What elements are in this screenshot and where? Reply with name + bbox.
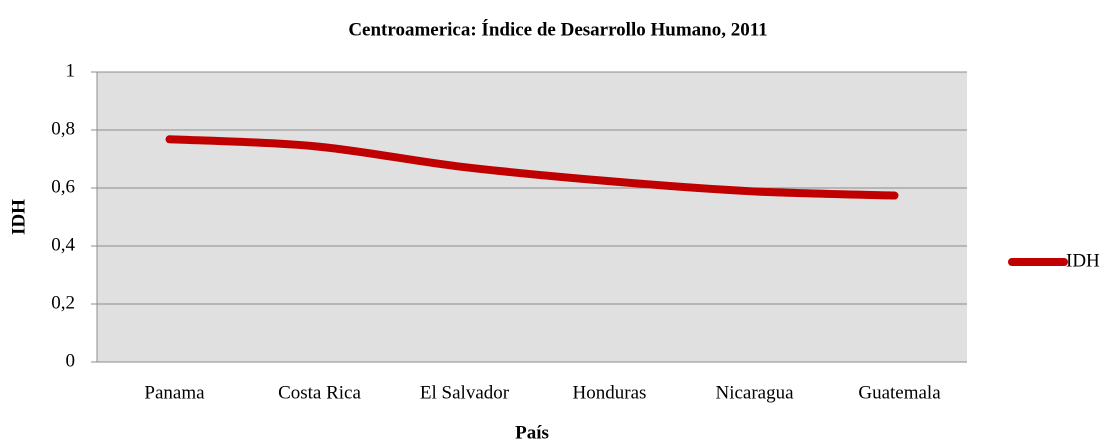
- data-line: [165, 135, 899, 200]
- legend-label: IDH: [1066, 250, 1100, 271]
- y-tick-label: 1: [66, 60, 76, 81]
- y-tick-label: 0: [66, 350, 76, 371]
- y-axis-label: IDH: [8, 199, 29, 235]
- chart-title: Centroamerica: Índice de Desarrollo Huma…: [348, 18, 767, 40]
- plot-area: [97, 72, 967, 362]
- y-tick-label: 0,6: [51, 176, 75, 197]
- y-tick-label: 0,8: [51, 118, 75, 139]
- x-tick-label: Costa Rica: [278, 382, 361, 403]
- x-tick-label: Nicaragua: [715, 382, 794, 403]
- y-tick-label: 0,2: [51, 292, 75, 313]
- x-axis-label: País: [515, 422, 549, 443]
- x-tick-label: Panama: [144, 382, 205, 403]
- x-tick-label: El Salvador: [420, 382, 510, 403]
- y-tick-label: 0,4: [51, 234, 75, 255]
- x-tick-label: Honduras: [573, 382, 647, 403]
- x-tick-label: Guatemala: [858, 382, 941, 403]
